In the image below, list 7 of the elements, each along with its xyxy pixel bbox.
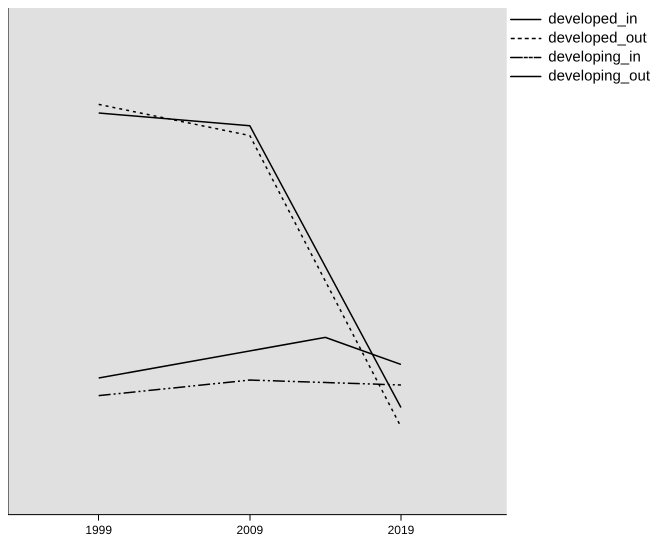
legend-label: developed_out bbox=[548, 30, 648, 47]
x-tick-label: 2019 bbox=[388, 523, 415, 538]
x-tick-label: 2009 bbox=[236, 523, 264, 538]
legend-label: developed_in bbox=[548, 10, 638, 28]
legend-label: developing_out bbox=[548, 68, 651, 85]
legend-label: developing_in bbox=[548, 48, 641, 66]
x-tick-label: 1999 bbox=[85, 523, 112, 538]
